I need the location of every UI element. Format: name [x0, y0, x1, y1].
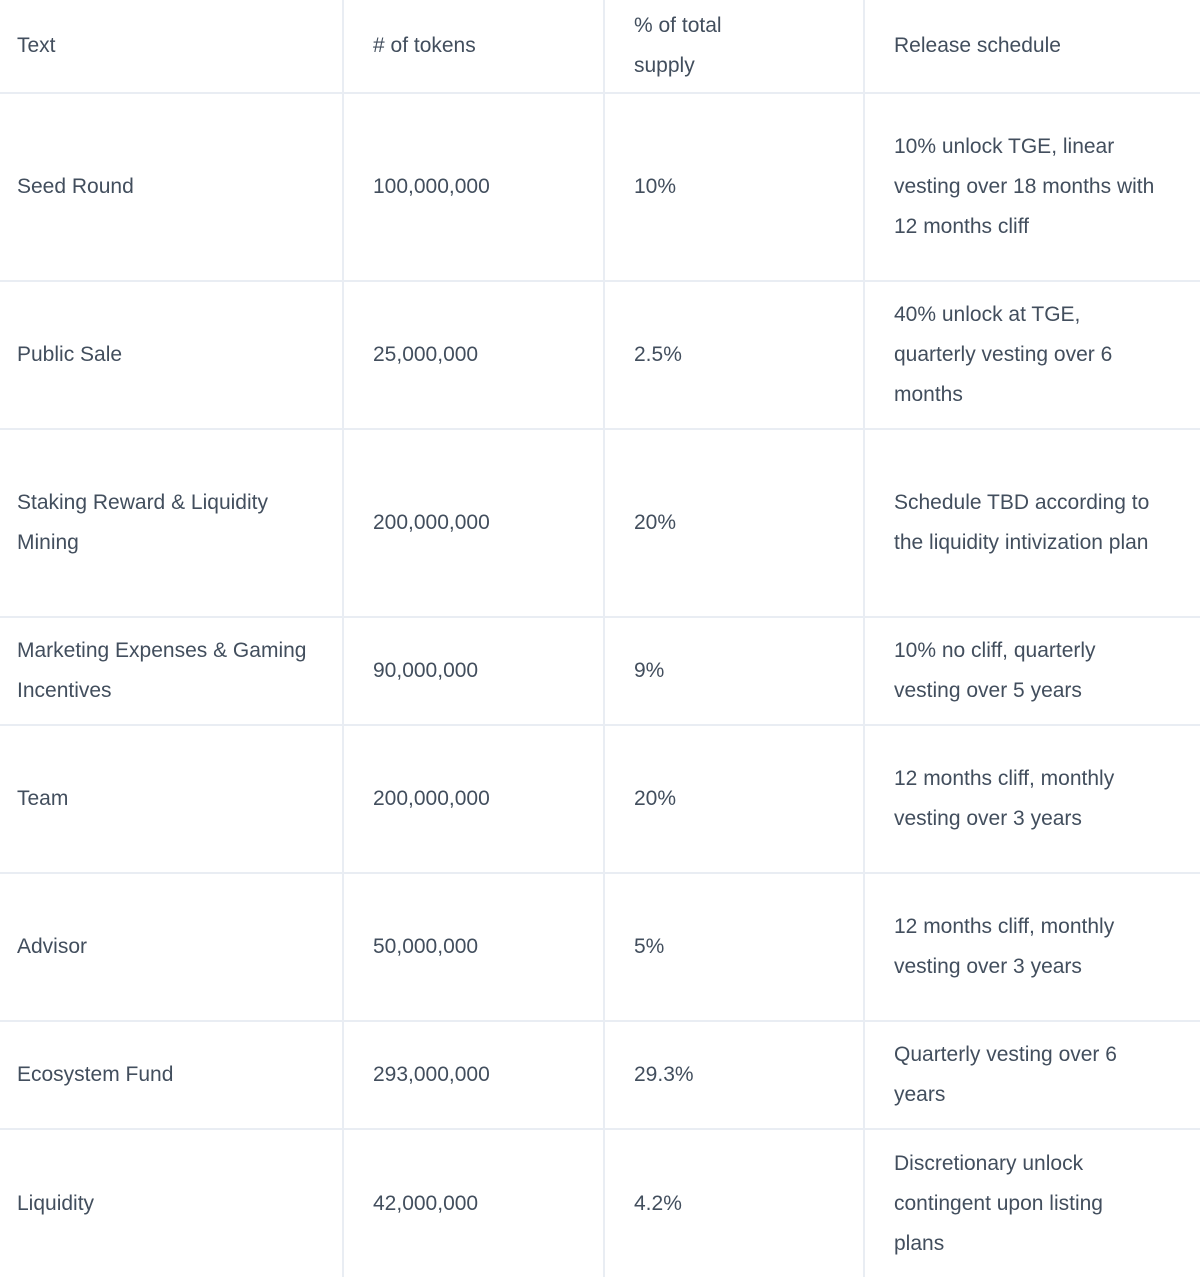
cell-text: Advisor	[0, 872, 344, 1022]
cell-text: Staking Reward & Liquidity Mining	[0, 428, 344, 618]
table-row-marketing: Marketing Expenses & Gaming Incentives 9…	[0, 616, 1200, 726]
cell-text: Marketing Expenses & Gaming Incentives	[0, 616, 344, 726]
cell-tokens: 90,000,000	[342, 616, 605, 726]
cell-percent: 20%	[603, 724, 865, 874]
column-header-percent: % of total supply	[603, 0, 865, 94]
cell-schedule: 10% unlock TGE, linear vesting over 18 m…	[863, 92, 1200, 282]
cell-percent: 20%	[603, 428, 865, 618]
cell-schedule: Discretionary unlock contingent upon lis…	[863, 1128, 1200, 1277]
cell-percent: 2.5%	[603, 280, 865, 430]
cell-percent: 5%	[603, 872, 865, 1022]
cell-text: Team	[0, 724, 344, 874]
column-header-tokens: # of tokens	[342, 0, 605, 94]
cell-percent: 9%	[603, 616, 865, 726]
table-row-public-sale: Public Sale 25,000,000 2.5% 40% unlock a…	[0, 280, 1200, 430]
cell-schedule: Schedule TBD according to the liquidity …	[863, 428, 1200, 618]
cell-percent: 4.2%	[603, 1128, 865, 1277]
table-row-advisor: Advisor 50,000,000 5% 12 months cliff, m…	[0, 872, 1200, 1022]
cell-schedule: 40% unlock at TGE, quarterly vesting ove…	[863, 280, 1200, 430]
cell-percent: 29.3%	[603, 1020, 865, 1130]
cell-tokens: 25,000,000	[342, 280, 605, 430]
table-row-liquidity: Liquidity 42,000,000 4.2% Discretionary …	[0, 1128, 1200, 1277]
cell-tokens: 100,000,000	[342, 92, 605, 282]
table-row-team: Team 200,000,000 20% 12 months cliff, mo…	[0, 724, 1200, 874]
cell-tokens: 42,000,000	[342, 1128, 605, 1277]
cell-schedule: 12 months cliff, monthly vesting over 3 …	[863, 724, 1200, 874]
cell-text: Liquidity	[0, 1128, 344, 1277]
table-row-ecosystem-fund: Ecosystem Fund 293,000,000 29.3% Quarter…	[0, 1020, 1200, 1130]
cell-schedule: Quarterly vesting over 6 years	[863, 1020, 1200, 1130]
table-row-seed-round: Seed Round 100,000,000 10% 10% unlock TG…	[0, 92, 1200, 282]
cell-tokens: 50,000,000	[342, 872, 605, 1022]
cell-schedule: 10% no cliff, quarterly vesting over 5 y…	[863, 616, 1200, 726]
cell-tokens: 200,000,000	[342, 428, 605, 618]
cell-tokens: 200,000,000	[342, 724, 605, 874]
cell-tokens: 293,000,000	[342, 1020, 605, 1130]
cell-schedule: 12 months cliff, monthly vesting over 3 …	[863, 872, 1200, 1022]
cell-text: Ecosystem Fund	[0, 1020, 344, 1130]
table-row-staking-reward: Staking Reward & Liquidity Mining 200,00…	[0, 428, 1200, 618]
table-header-row: Text # of tokens % of total supply Relea…	[0, 0, 1200, 94]
cell-text: Public Sale	[0, 280, 344, 430]
column-header-schedule: Release schedule	[863, 0, 1200, 94]
column-header-text: Text	[0, 0, 344, 94]
cell-percent: 10%	[603, 92, 865, 282]
cell-text: Seed Round	[0, 92, 344, 282]
column-header-percent-label: % of total supply	[634, 14, 722, 77]
